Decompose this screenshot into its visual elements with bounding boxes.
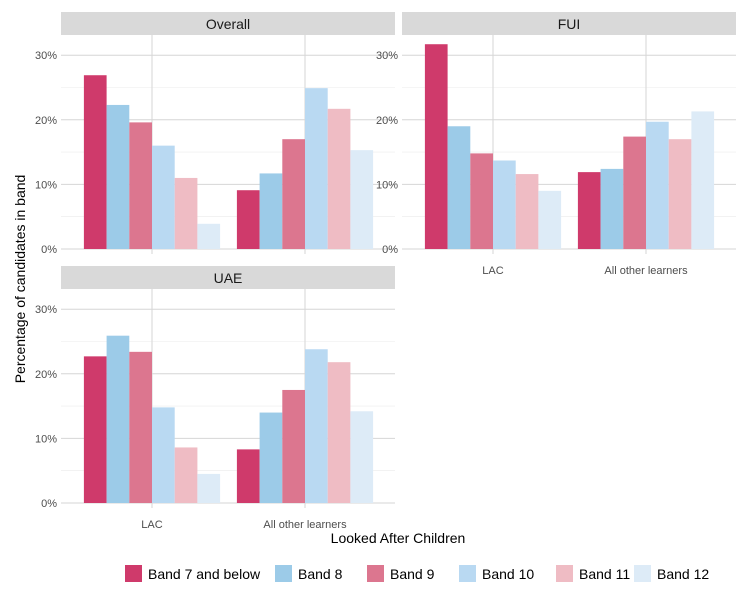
panel-title: Overall	[206, 16, 250, 32]
legend-swatch	[459, 565, 476, 582]
y-tick-label: 0%	[41, 498, 57, 510]
y-tick-label: 10%	[376, 179, 398, 191]
bar	[327, 108, 351, 250]
bar	[327, 362, 351, 503]
bar	[197, 473, 221, 503]
bar	[691, 111, 715, 249]
bar	[515, 174, 539, 249]
bar	[668, 139, 692, 249]
legend-swatch	[367, 565, 384, 582]
panel-title: UAE	[214, 270, 243, 286]
y-tick-label: 10%	[35, 179, 57, 191]
y-tick-label: 20%	[376, 115, 398, 127]
bar	[350, 411, 374, 503]
bar	[447, 126, 471, 249]
bar	[236, 190, 260, 249]
y-tick-label: 20%	[35, 369, 57, 381]
bar	[305, 349, 328, 503]
legend-label: Band 9	[390, 566, 435, 582]
bar	[259, 173, 283, 249]
legend-swatch	[275, 565, 292, 582]
bar	[174, 177, 198, 249]
bar	[577, 172, 601, 249]
x-tick-label: LAC	[141, 519, 162, 531]
x-tick-label: All other learners	[263, 519, 347, 531]
bar	[282, 389, 305, 503]
legend-label: Band 10	[482, 566, 534, 582]
bar	[424, 44, 448, 249]
bar	[259, 412, 283, 503]
bar	[152, 407, 175, 503]
panel-overall: Overall 0% 10% 20% 30%	[35, 12, 395, 256]
bar	[106, 104, 130, 249]
panel-strip	[402, 12, 736, 35]
y-tick-label: 0%	[382, 244, 398, 256]
bar	[197, 223, 221, 249]
bar	[350, 150, 374, 249]
bar	[152, 145, 175, 249]
y-tick-label: 30%	[35, 50, 57, 62]
y-tick-label: 0%	[41, 244, 57, 256]
y-tick-label: 20%	[35, 115, 57, 127]
x-tick-label: LAC	[482, 265, 503, 277]
bar	[493, 160, 516, 249]
y-tick-label: 10%	[35, 433, 57, 445]
x-axis-title: Looked After Children	[331, 530, 466, 546]
bar	[83, 75, 107, 249]
y-tick-label: 30%	[376, 50, 398, 62]
legend-label: Band 12	[657, 566, 709, 582]
bar	[236, 449, 260, 503]
bar	[129, 122, 152, 249]
y-tick-label: 30%	[35, 304, 57, 316]
legend-swatch	[125, 565, 142, 582]
bar	[470, 153, 493, 249]
x-tick-label: All other learners	[604, 265, 688, 277]
panel-uae: UAE 0% 10% 20% 30% LAC All other learners	[35, 266, 395, 531]
bar	[305, 88, 328, 250]
bar	[106, 335, 130, 503]
bar	[282, 139, 305, 249]
legend-label: Band 8	[298, 566, 343, 582]
panel-title: FUI	[558, 16, 581, 32]
legend-swatch	[556, 565, 573, 582]
panel-strip	[61, 266, 395, 289]
legend-label: Band 7 and below	[148, 566, 261, 582]
legend-label: Band 11	[579, 566, 630, 582]
bar	[600, 168, 624, 249]
y-axis-title: Percentage of candidates in band	[12, 175, 28, 384]
bar	[646, 121, 669, 249]
legend-swatch	[634, 565, 651, 582]
panel-strip	[61, 12, 395, 35]
bar	[174, 447, 198, 503]
bar	[538, 190, 562, 249]
panel-fui: FUI 0% 10% 20% 30% LAC All other learners	[376, 12, 736, 277]
bar	[83, 356, 107, 503]
bar	[623, 136, 646, 249]
legend: Band 7 and below Band 8 Band 9 Band 10 Band …	[125, 565, 709, 582]
bar	[129, 351, 152, 503]
